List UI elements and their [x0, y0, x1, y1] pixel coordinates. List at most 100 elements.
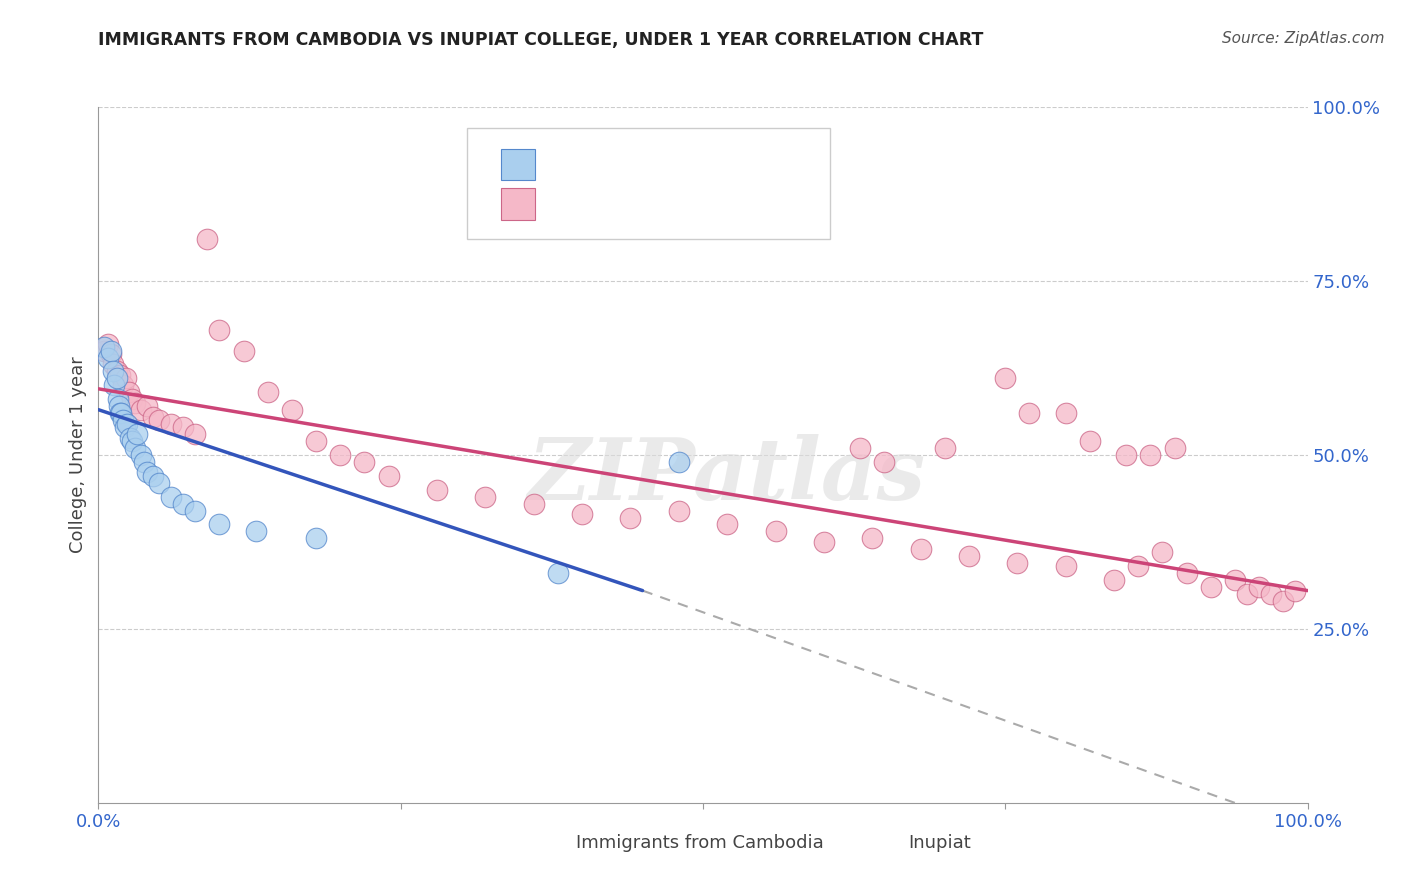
Point: [115, 371, 138, 385]
Point: [1236, 587, 1258, 601]
Point: [668, 503, 690, 517]
Point: [121, 392, 143, 407]
Point: [377, 468, 399, 483]
Point: [329, 448, 352, 462]
Point: [1139, 448, 1161, 462]
Point: [101, 358, 124, 372]
FancyBboxPatch shape: [501, 188, 534, 219]
Point: [934, 441, 956, 455]
Point: [1007, 556, 1029, 570]
Point: [232, 343, 254, 358]
Point: [1163, 441, 1185, 455]
Point: [1078, 434, 1101, 448]
Point: [148, 413, 170, 427]
Point: [148, 475, 170, 490]
Text: R = -0.568   N = 62: R = -0.568 N = 62: [550, 195, 727, 213]
Point: [910, 541, 932, 556]
Point: [129, 448, 152, 462]
FancyBboxPatch shape: [501, 149, 534, 180]
Point: [105, 364, 128, 378]
Point: [118, 431, 141, 445]
Point: [245, 524, 267, 539]
Point: [108, 406, 131, 420]
Point: [110, 406, 132, 420]
Point: [135, 466, 157, 480]
Point: [305, 434, 328, 448]
FancyBboxPatch shape: [866, 829, 900, 855]
Point: [124, 396, 146, 410]
Point: [873, 455, 896, 469]
Point: [172, 497, 194, 511]
Point: [1175, 566, 1198, 581]
Point: [1152, 545, 1174, 559]
Point: [547, 566, 569, 581]
Point: [668, 455, 690, 469]
Point: [1249, 580, 1271, 594]
Point: [1018, 406, 1040, 420]
Point: [142, 409, 165, 424]
Point: [105, 371, 128, 385]
Point: [208, 323, 231, 337]
Text: R = -0.330   N = 30: R = -0.330 N = 30: [550, 156, 725, 174]
Point: [619, 510, 641, 524]
Point: [860, 532, 883, 546]
Point: [281, 402, 304, 417]
Point: [523, 497, 546, 511]
Point: [160, 490, 183, 504]
Point: [305, 532, 328, 546]
Point: [160, 417, 183, 431]
Point: [134, 455, 156, 469]
Point: [1054, 559, 1077, 574]
Point: [107, 392, 129, 407]
Text: Inupiat: Inupiat: [908, 834, 972, 852]
Point: [129, 402, 152, 417]
Point: [127, 427, 149, 442]
Point: [195, 232, 218, 246]
Point: [135, 399, 157, 413]
Point: [1260, 587, 1282, 601]
Text: Immigrants from Cambodia: Immigrants from Cambodia: [576, 834, 824, 852]
Point: [111, 378, 134, 392]
Point: [93, 340, 115, 354]
Point: [1272, 594, 1295, 608]
Text: IMMIGRANTS FROM CAMBODIA VS INUPIAT COLLEGE, UNDER 1 YEAR CORRELATION CHART: IMMIGRANTS FROM CAMBODIA VS INUPIAT COLL…: [98, 31, 984, 49]
Point: [124, 441, 146, 455]
Point: [114, 420, 136, 434]
Point: [849, 441, 872, 455]
Point: [1199, 580, 1222, 594]
Point: [256, 385, 278, 400]
Point: [208, 517, 231, 532]
Point: [474, 490, 496, 504]
Point: [100, 347, 122, 361]
Point: [184, 503, 207, 517]
Y-axis label: College, Under 1 year: College, Under 1 year: [69, 357, 87, 553]
Point: [1223, 573, 1246, 587]
Point: [101, 364, 124, 378]
Point: [813, 535, 835, 549]
Point: [97, 351, 120, 365]
Point: [172, 420, 194, 434]
Point: [353, 455, 375, 469]
Point: [117, 417, 139, 431]
Point: [1102, 573, 1125, 587]
Point: [103, 378, 125, 392]
Point: [1054, 406, 1077, 420]
Point: [100, 343, 122, 358]
Point: [111, 413, 134, 427]
Point: [426, 483, 449, 497]
Point: [994, 371, 1017, 385]
Point: [121, 434, 143, 448]
Point: [108, 399, 131, 413]
FancyBboxPatch shape: [534, 829, 568, 855]
Point: [142, 468, 165, 483]
Text: Source: ZipAtlas.com: Source: ZipAtlas.com: [1222, 31, 1385, 46]
Point: [1284, 583, 1306, 598]
FancyBboxPatch shape: [467, 128, 830, 239]
Point: [118, 385, 141, 400]
Point: [1128, 559, 1150, 574]
Point: [571, 507, 593, 521]
Text: ZIPatlas: ZIPatlas: [529, 434, 927, 517]
Point: [93, 343, 115, 358]
Point: [108, 368, 131, 382]
Point: [716, 517, 738, 532]
